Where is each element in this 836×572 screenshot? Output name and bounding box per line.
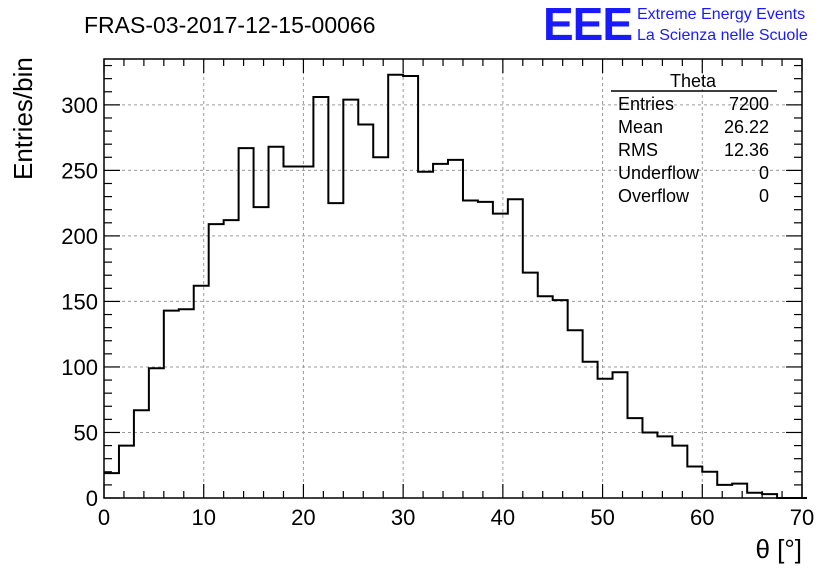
histogram-line xyxy=(104,73,807,499)
y-axis-label: Entries/bin xyxy=(8,57,38,180)
x-tick-label: 20 xyxy=(291,505,315,530)
x-tick-label: 60 xyxy=(690,505,714,530)
stats-row-label: Underflow xyxy=(618,163,700,183)
x-tick-label: 0 xyxy=(98,505,110,530)
tick-labels: 0 10 20 30 40 50 60 70 0 50 100 150 200 250 300 xyxy=(61,93,814,530)
x-tick-label: 50 xyxy=(590,505,614,530)
x-tick-label: 10 xyxy=(191,505,215,530)
x-axis-label: θ [°] xyxy=(755,534,802,564)
stats-row-value: 12.36 xyxy=(724,140,769,160)
x-tick-label: 30 xyxy=(391,505,415,530)
stats-box: Theta Entries 7200 Mean 26.22 RMS 12.36 Underf… xyxy=(611,71,777,206)
plot-frame xyxy=(103,58,803,499)
stats-row-value: 7200 xyxy=(729,94,769,114)
grid-lines xyxy=(104,59,802,498)
chart-title: FRAS-03-2017-12-15-00066 xyxy=(84,12,376,38)
y-tick-label: 150 xyxy=(61,289,98,314)
stats-row-label: Overflow xyxy=(618,186,690,206)
stats-row-label: RMS xyxy=(618,140,658,160)
stats-row-value: 26.22 xyxy=(724,117,769,137)
logo-line-1: Extreme Energy Events xyxy=(637,6,805,23)
y-tick-label: 100 xyxy=(61,355,98,380)
stats-row-value: 0 xyxy=(759,163,769,183)
y-tick-label: 200 xyxy=(61,224,98,249)
y-tick-label: 250 xyxy=(61,158,98,183)
stats-row-label: Mean xyxy=(618,117,663,137)
stats-row-value: 0 xyxy=(759,186,769,206)
axis-ticks xyxy=(103,59,803,499)
x-tick-label: 70 xyxy=(790,505,814,530)
y-tick-label: 0 xyxy=(86,486,98,511)
x-tick-label: 40 xyxy=(491,505,515,530)
logo-line-2: La Scienza nelle Scuole xyxy=(637,27,808,44)
eee-logo: EEE Extreme Energy Events La Scienza nel… xyxy=(543,0,808,50)
logo-mark: EEE xyxy=(543,0,632,50)
y-tick-label: 300 xyxy=(61,93,98,118)
stats-title: Theta xyxy=(670,71,717,91)
y-tick-label: 50 xyxy=(74,420,98,445)
stats-row-label: Entries xyxy=(618,94,674,114)
